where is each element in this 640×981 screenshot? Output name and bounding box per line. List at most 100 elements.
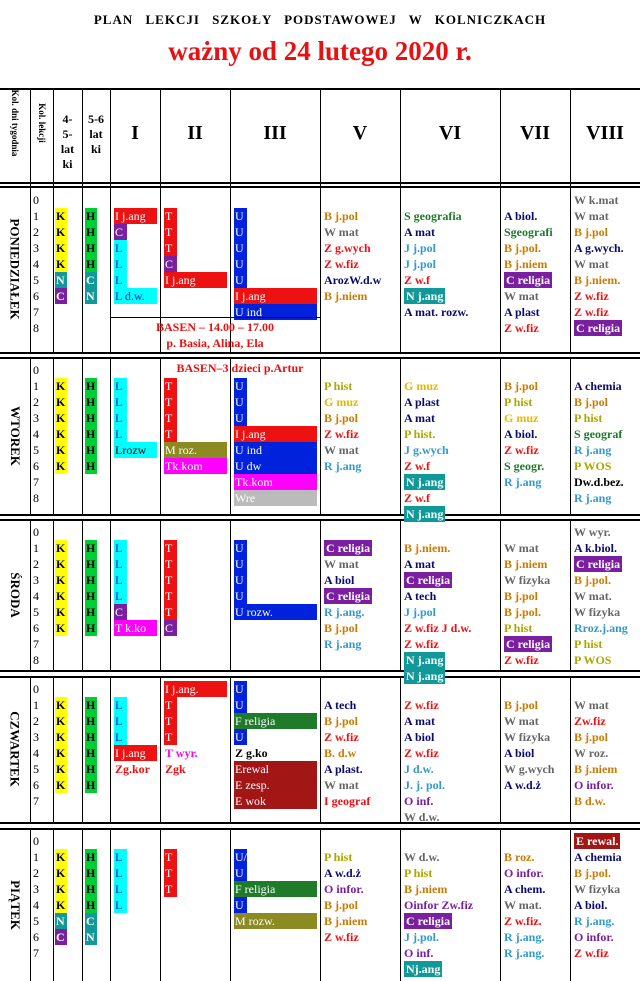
column-divider [53,519,54,670]
c7-lesson: W mat. [504,898,542,912]
c8-lesson: A biol. [574,898,608,912]
c1-cell: L [114,588,127,604]
c6-lesson: N j.ang [404,474,446,490]
c1-cell: L [114,865,127,881]
c8-lesson: W mat [574,257,609,271]
group45-cell: C [55,929,67,945]
column-divider [500,676,501,822]
c6-lesson: J g.wych [404,443,449,457]
c8-lesson: R j.ang [574,491,612,505]
lesson-number: 4 [33,257,39,271]
c7-lesson: B j.pol [504,589,539,603]
lesson-number: 3 [33,241,39,255]
lesson-number: 1 [33,698,39,712]
c1-cell: L [114,540,127,556]
c7-lesson: B j.pol [504,698,539,712]
column-divider [110,519,111,670]
group56-cell: H [85,556,97,572]
c8-lesson: Dw.d.bez. [574,475,624,489]
day-name: ŚRODA [0,519,30,670]
c2-cell: Zgk [165,762,186,776]
c1-cell: L d.w. [114,288,157,304]
c6-lesson: O inf. [404,794,434,808]
c5-lesson: R j.ang. [324,605,365,619]
c8-lesson: Z w.fiz [574,305,609,319]
c2-cell: M roz. [164,442,227,458]
c7-lesson: S geogr. [504,459,545,473]
c6-lesson: W d.w. [404,810,440,824]
c6-lesson: N j.ang [404,506,446,522]
c3-cell: U [234,572,247,588]
group56-cell: H [85,208,97,224]
c7-lesson: R j.ang. [504,946,545,960]
c1-cell: Lrozw [114,442,157,458]
c1-cell: L [114,849,127,865]
c5-lesson: B j.pol [324,621,359,635]
c8-lesson: P hist [574,411,603,425]
c8-lesson: O infor. [574,778,614,792]
lesson-number: 1 [33,541,39,555]
c5-lesson: W mat [324,225,359,239]
column-divider [110,828,111,981]
c7-lesson: W mat [504,541,539,555]
c3-cell: U [234,410,247,426]
column-divider [500,828,501,981]
basen-note-monday: BASEN – 14.00 – 17.00 [155,320,274,334]
c6-lesson: W d.w. [404,850,440,864]
c6-lesson: Z w.f [404,459,431,473]
c2-cell: T [164,426,177,442]
c8-lesson: A chemia [574,379,622,393]
c8-lesson: Z w.fiz [574,289,609,303]
c7-lesson: Z w.fiz [504,443,539,457]
column-divider [500,186,501,352]
c7-lesson: A plast [504,305,540,319]
c3-cell: U [234,272,247,288]
c2-cell: T [164,540,177,556]
lesson-number: 0 [33,834,39,848]
c6-lesson: Z w.fiz [404,637,439,651]
c3-cell: E zesp. [234,777,317,793]
c7-lesson: B j.pol. [504,605,542,619]
c1-cell: L [114,410,127,426]
group56-cell: H [85,777,97,793]
group56-cell: H [85,410,97,426]
c8-lesson: W roz. [574,746,609,760]
column-divider [400,357,401,514]
lesson-number: 3 [33,882,39,896]
lesson-number: 1 [33,379,39,393]
c8-lesson: B j.niem [574,762,618,776]
c6-lesson: Z w.fiz [404,698,439,712]
lesson-number: 1 [33,850,39,864]
column-divider [570,186,571,352]
c1-cell: L [114,394,127,410]
lesson-number: 5 [33,443,39,457]
c3-cell: U dw [234,458,317,474]
c5-lesson: Z w.fiz [324,257,359,271]
group45-cell: K [55,849,67,865]
group45-cell: K [55,713,67,729]
c6-lesson: O inf. [404,946,434,960]
column-divider [320,828,321,981]
group45-cell: K [55,426,67,442]
column-divider [110,676,111,822]
day-name: WTOREK [0,357,30,514]
c8-lesson: B j.pol [574,225,609,239]
column-divider [320,676,321,822]
group56-cell: H [85,240,97,256]
c6-lesson: P hist [404,866,433,880]
column-divider [160,357,161,514]
c6-lesson: J d.w. [404,762,434,776]
column-divider [53,676,54,822]
c3-cell: Z g.ko [235,746,268,760]
day-name: CZWARTEK [0,676,30,822]
c7-lesson: B j.pol. [504,241,542,255]
c7-lesson: P hist [504,395,533,409]
column-divider [30,676,31,822]
column-divider [110,357,111,514]
c5-lesson: A plast. [324,762,363,776]
lesson-number: 6 [33,289,39,303]
group45-cell: K [55,761,67,777]
c5-lesson: Z w.fiz [324,730,359,744]
c1-cell: L [114,697,127,713]
c6-lesson: B j.niem. [404,541,451,555]
